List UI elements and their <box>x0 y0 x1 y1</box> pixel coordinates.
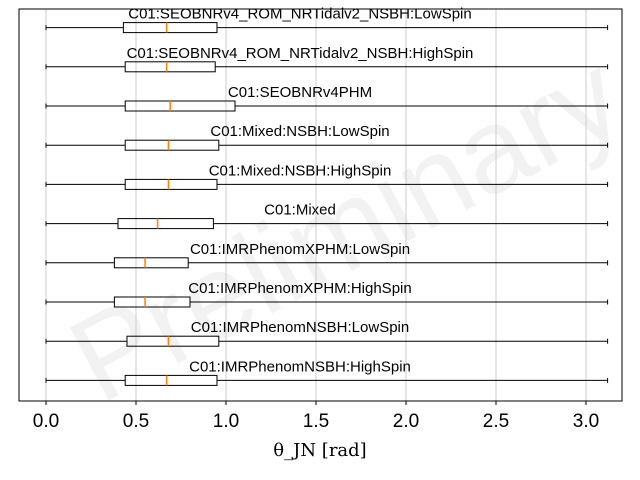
box-series: C01:IMRPhenomXPHM:HighSpin <box>45 280 609 308</box>
series-label: C01:IMRPhenomXPHM:LowSpin <box>190 241 410 258</box>
x-tick-label: 1.0 <box>213 411 239 432</box>
box-series: C01:IMRPhenomXPHM:LowSpin <box>45 241 609 269</box>
x-tick-label: 0.5 <box>123 411 149 432</box>
iqr-box <box>122 22 218 34</box>
iqr-box <box>124 61 216 73</box>
series-label: C01:IMRPhenomNSBH:LowSpin <box>191 319 409 336</box>
box-series: C01:Mixed:NSBH:HighSpin <box>45 162 609 190</box>
series-label: C01:SEOBNRv4PHM <box>228 84 372 101</box>
series-label: C01:IMRPhenomNSBH:HighSpin <box>189 358 411 375</box>
series-label: C01:Mixed:NSBH:LowSpin <box>210 123 389 140</box>
iqr-box <box>124 374 218 386</box>
x-tick-label: 1.5 <box>303 411 329 432</box>
iqr-box <box>124 139 220 151</box>
x-tick-label: 0.0 <box>33 411 59 432</box>
x-axis-ticks: 0.0 0.5 1.0 1.5 2.0 2.5 3.0 <box>33 401 599 432</box>
iqr-box <box>113 257 189 269</box>
box-series: C01:SEOBNRv4_ROM_NRTidalv2_NSBH:HighSpin <box>45 45 609 73</box>
iqr-box <box>117 218 214 230</box>
x-axis-label: θ_JN [rad] <box>273 440 366 461</box>
iqr-box <box>113 296 191 308</box>
box-series: C01:Mixed <box>45 202 609 230</box>
box-series: C01:IMRPhenomNSBH:LowSpin <box>45 319 609 347</box>
box-series: C01:Mixed:NSBH:LowSpin <box>45 123 609 151</box>
boxes-layer: C01:SEOBNRv4_ROM_NRTidalv2_NSBH:LowSpin C… <box>45 6 609 386</box>
x-tick-label: 2.0 <box>393 411 419 432</box>
plot-frame <box>18 8 623 402</box>
series-label: C01:SEOBNRv4_ROM_NRTidalv2_NSBH:HighSpin <box>127 45 474 62</box>
iqr-box <box>126 335 220 347</box>
series-label: C01:Mixed:NSBH:HighSpin <box>209 162 392 179</box>
iqr-box <box>124 100 236 112</box>
series-label: C01:SEOBNRv4_ROM_NRTidalv2_NSBH:LowSpin <box>128 6 471 23</box>
iqr-box <box>124 178 218 190</box>
box-series: C01:SEOBNRv4PHM <box>45 84 609 112</box>
x-tick-label: 3.0 <box>573 411 599 432</box>
box-series: C01:IMRPhenomNSBH:HighSpin <box>45 358 609 386</box>
box-series: C01:SEOBNRv4_ROM_NRTidalv2_NSBH:LowSpin <box>45 6 609 34</box>
x-tick-label: 2.5 <box>483 411 509 432</box>
series-label: C01:IMRPhenomXPHM:HighSpin <box>188 280 411 297</box>
grid-lines <box>45 9 587 401</box>
series-label: C01:Mixed <box>264 202 336 219</box>
